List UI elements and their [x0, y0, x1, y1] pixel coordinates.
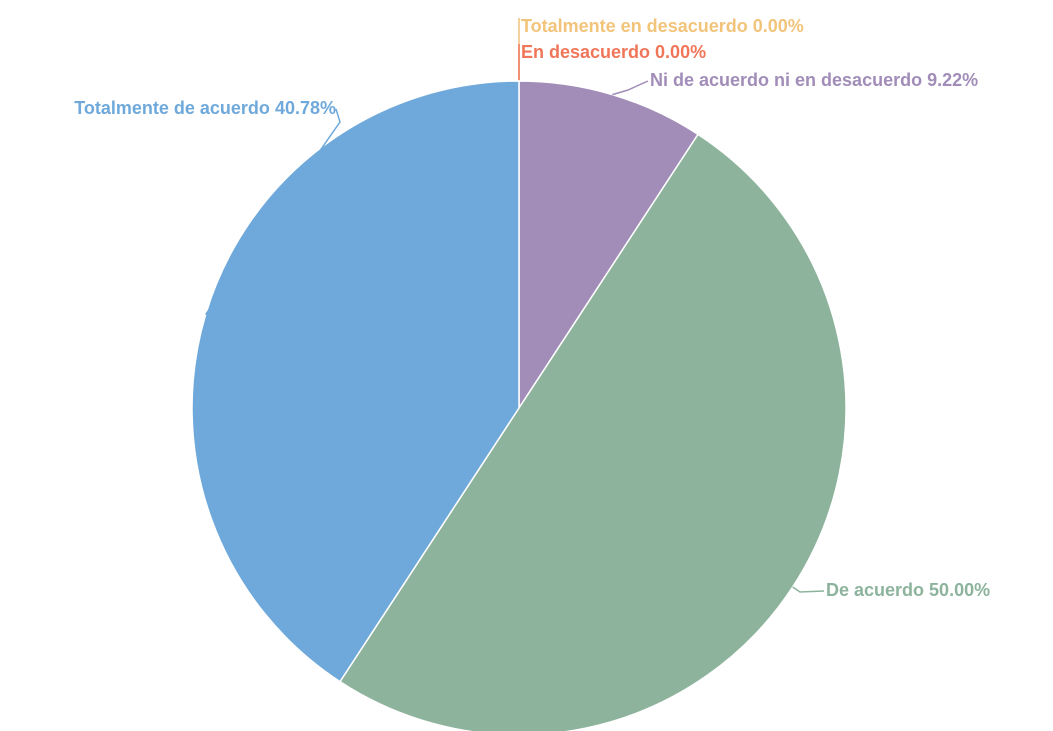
leader-line — [205, 108, 341, 316]
label-category: Ni de acuerdo ni en desacuerdo — [650, 70, 922, 90]
pie-slice — [518, 80, 700, 411]
data-label: Totalmente de acuerdo 40.78% — [74, 98, 336, 118]
leader-line — [792, 586, 825, 593]
leader-line — [612, 80, 649, 96]
pie-slice — [338, 133, 847, 731]
data-label: Totalmente en desacuerdo 0.00% — [521, 16, 804, 36]
label-category: De acuerdo — [826, 580, 924, 600]
data-label: De acuerdo 50.00% — [826, 580, 990, 600]
label-value: 9.22% — [927, 70, 978, 90]
label-category: En desacuerdo — [521, 42, 650, 62]
label-value: 0.00% — [753, 16, 804, 36]
label-category: Totalmente en desacuerdo — [521, 16, 748, 36]
label-value: 0.00% — [655, 42, 706, 62]
pie-slice — [191, 80, 520, 683]
data-label: Ni de acuerdo ni en desacuerdo 9.22% — [650, 70, 978, 90]
data-label: En desacuerdo 0.00% — [521, 42, 706, 62]
label-value: 40.78% — [275, 98, 336, 118]
label-category: Totalmente de acuerdo — [74, 98, 270, 118]
label-value: 50.00% — [929, 580, 990, 600]
